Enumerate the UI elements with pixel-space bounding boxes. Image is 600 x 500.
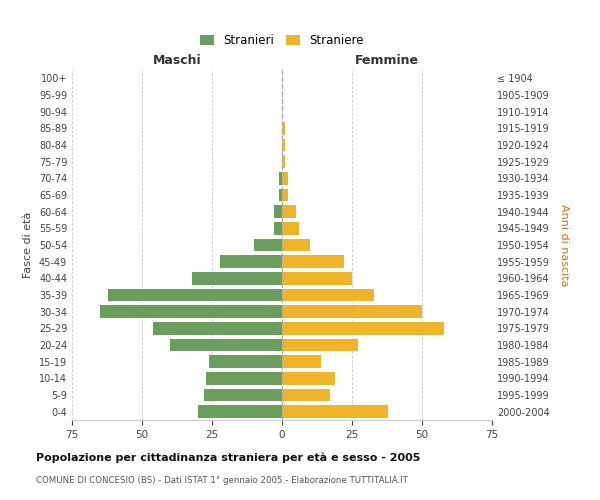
Bar <box>254 239 282 251</box>
Bar <box>282 256 344 268</box>
Bar <box>282 172 287 184</box>
Bar <box>282 389 329 401</box>
Bar <box>109 289 282 301</box>
Bar <box>274 222 282 234</box>
Text: Maschi: Maschi <box>152 54 202 66</box>
Bar <box>209 356 282 368</box>
Bar <box>220 256 282 268</box>
Bar <box>282 122 285 134</box>
Text: Popolazione per cittadinanza straniera per età e sesso - 2005: Popolazione per cittadinanza straniera p… <box>36 452 421 463</box>
Bar <box>153 322 282 334</box>
Legend: Stranieri, Straniere: Stranieri, Straniere <box>200 34 364 47</box>
Bar <box>282 156 285 168</box>
Bar <box>282 206 296 218</box>
Bar <box>282 272 352 284</box>
Bar <box>279 172 282 184</box>
Bar <box>282 339 358 351</box>
Y-axis label: Fasce di età: Fasce di età <box>23 212 33 278</box>
Bar <box>206 372 282 384</box>
Bar <box>193 272 282 284</box>
Bar <box>100 306 282 318</box>
Bar <box>198 406 282 418</box>
Bar <box>282 322 445 334</box>
Bar <box>282 372 335 384</box>
Bar <box>274 206 282 218</box>
Bar <box>282 406 388 418</box>
Bar <box>203 389 282 401</box>
Bar <box>170 339 282 351</box>
Bar <box>282 188 287 201</box>
Text: COMUNE DI CONCESIO (BS) - Dati ISTAT 1° gennaio 2005 - Elaborazione TUTTITALIA.I: COMUNE DI CONCESIO (BS) - Dati ISTAT 1° … <box>36 476 408 485</box>
Bar <box>282 306 422 318</box>
Bar <box>282 239 310 251</box>
Bar <box>282 289 374 301</box>
Bar <box>282 356 321 368</box>
Bar <box>282 222 299 234</box>
Bar <box>282 138 285 151</box>
Bar <box>279 188 282 201</box>
Text: Femmine: Femmine <box>355 54 419 66</box>
Y-axis label: Anni di nascita: Anni di nascita <box>559 204 569 286</box>
